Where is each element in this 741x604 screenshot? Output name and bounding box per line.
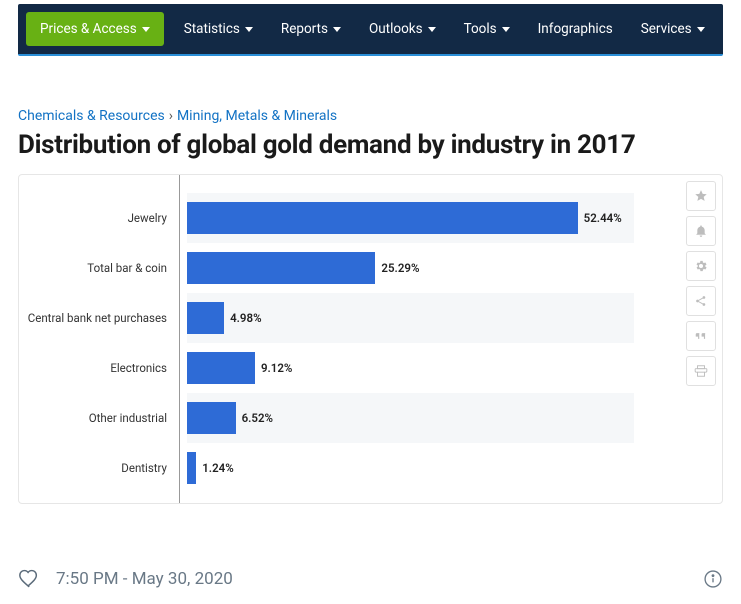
bar-row: Electronics9.12% bbox=[187, 343, 634, 393]
bar-track: 52.44% bbox=[187, 193, 634, 243]
bar-category-label: Total bar & coin bbox=[27, 261, 177, 275]
breadcrumb: Chemicals & Resources›Mining, Metals & M… bbox=[18, 108, 723, 124]
bar-value-label: 4.98% bbox=[230, 311, 261, 325]
nav-item-prices-access[interactable]: Prices & Access bbox=[26, 12, 164, 46]
page-title: Distribution of global gold demand by in… bbox=[18, 130, 723, 160]
bar bbox=[187, 252, 375, 284]
card-footer: 7:50 PM - May 30, 2020 bbox=[18, 568, 723, 590]
bar bbox=[187, 202, 578, 234]
bar-track: 9.12% bbox=[187, 343, 634, 393]
chart-toolbar bbox=[686, 181, 716, 386]
bar-track: 25.29% bbox=[187, 243, 634, 293]
bar-row: Central bank net purchases4.98% bbox=[187, 293, 634, 343]
y-axis-line bbox=[179, 175, 180, 503]
bar-track: 4.98% bbox=[187, 293, 634, 343]
nav-item-statistics[interactable]: Statistics bbox=[170, 13, 267, 45]
bar bbox=[187, 402, 236, 434]
nav-item-label: Tools bbox=[464, 21, 497, 37]
nav-item-tools[interactable]: Tools bbox=[450, 13, 524, 45]
chevron-down-icon bbox=[502, 27, 510, 32]
bar bbox=[187, 302, 224, 334]
timestamp: 7:50 PM - May 30, 2020 bbox=[56, 569, 233, 589]
bar-category-label: Electronics bbox=[27, 361, 177, 375]
nav-item-services[interactable]: Services bbox=[627, 13, 719, 45]
bar-row: Total bar & coin25.29% bbox=[187, 243, 634, 293]
breadcrumb-link[interactable]: Mining, Metals & Minerals bbox=[177, 108, 337, 124]
print-icon[interactable] bbox=[686, 356, 716, 386]
nav-item-label: Infographics bbox=[538, 21, 613, 37]
bar-value-label: 6.52% bbox=[242, 411, 273, 425]
bar-row: Jewelry52.44% bbox=[187, 193, 634, 243]
bar-track: 1.24% bbox=[187, 443, 634, 493]
bar-category-label: Dentistry bbox=[27, 461, 177, 475]
info-icon[interactable] bbox=[703, 569, 723, 589]
bar-value-label: 52.44% bbox=[584, 211, 622, 225]
nav-item-label: Reports bbox=[281, 21, 328, 37]
star-icon[interactable] bbox=[686, 181, 716, 211]
breadcrumb-link[interactable]: Chemicals & Resources bbox=[18, 108, 165, 124]
gear-icon[interactable] bbox=[686, 251, 716, 281]
chevron-down-icon bbox=[697, 27, 705, 32]
nav-item-label: Statistics bbox=[184, 21, 240, 37]
chevron-down-icon bbox=[333, 27, 341, 32]
bell-icon[interactable] bbox=[686, 216, 716, 246]
bar-category-label: Other industrial bbox=[27, 411, 177, 425]
like-icon[interactable] bbox=[18, 568, 40, 590]
bar-value-label: 25.29% bbox=[381, 261, 419, 275]
bar bbox=[187, 352, 255, 384]
nav-item-reports[interactable]: Reports bbox=[267, 13, 355, 45]
bar-value-label: 9.12% bbox=[261, 361, 292, 375]
chevron-down-icon bbox=[245, 27, 253, 32]
share-icon[interactable] bbox=[686, 286, 716, 316]
quote-icon[interactable] bbox=[686, 321, 716, 351]
nav-item-infographics[interactable]: Infographics bbox=[524, 13, 627, 45]
bar-value-label: 1.24% bbox=[202, 461, 233, 475]
bar-category-label: Jewelry bbox=[27, 211, 177, 225]
chevron-down-icon bbox=[142, 27, 150, 32]
chevron-down-icon bbox=[428, 27, 436, 32]
nav-item-label: Services bbox=[641, 21, 692, 37]
nav-item-outlooks[interactable]: Outlooks bbox=[355, 13, 450, 45]
top-nav: Prices & Access Statistics Reports Outlooks… bbox=[18, 4, 723, 56]
bar-row: Dentistry1.24% bbox=[187, 443, 634, 493]
nav-item-label: Prices & Access bbox=[40, 21, 137, 37]
nav-item-label: Outlooks bbox=[369, 21, 423, 37]
bar bbox=[187, 452, 196, 484]
chart-card: Jewelry52.44%Total bar & coin25.29%Centr… bbox=[18, 174, 723, 504]
breadcrumb-separator: › bbox=[169, 108, 173, 124]
bar-row: Other industrial6.52% bbox=[187, 393, 634, 443]
bar-track: 6.52% bbox=[187, 393, 634, 443]
bar-category-label: Central bank net purchases bbox=[27, 311, 177, 325]
chart-area: Jewelry52.44%Total bar & coin25.29%Centr… bbox=[187, 193, 634, 493]
